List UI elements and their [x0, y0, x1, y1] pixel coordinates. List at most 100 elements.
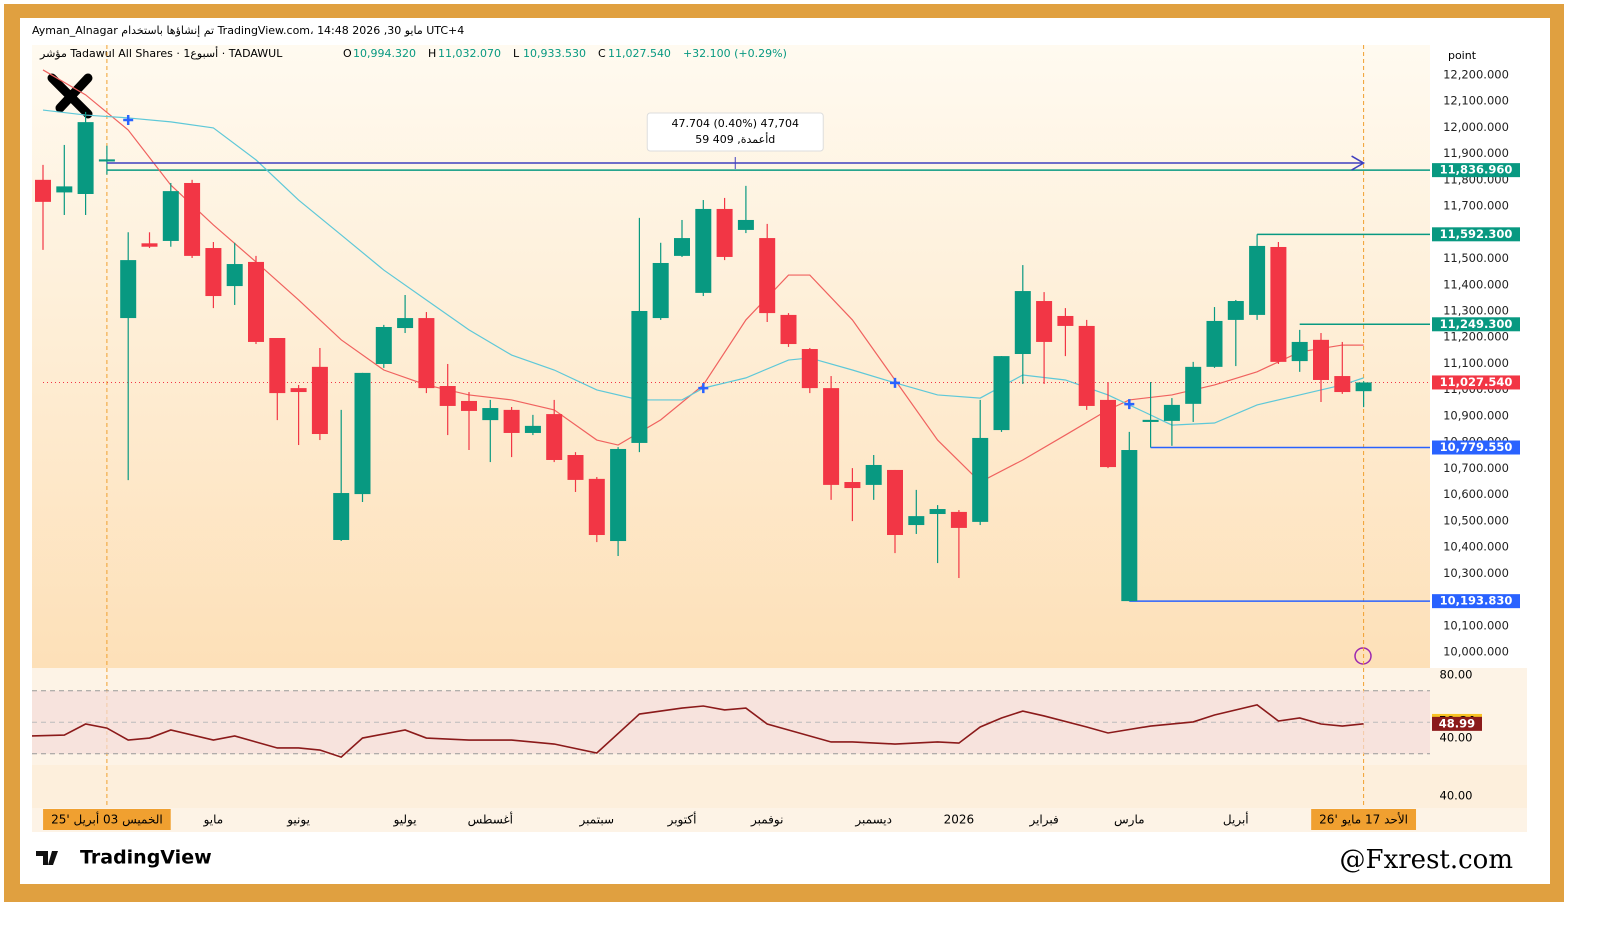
price-label-bg [1432, 163, 1520, 178]
y-tick-label: 12,100.000 [1443, 94, 1509, 108]
x-tick-label: أكتوبر [667, 812, 697, 828]
candle-body [461, 400, 477, 411]
cross-marker [1124, 399, 1135, 410]
cursor-label-text: الأحد 17 مايو '26 [1319, 812, 1408, 828]
rsi-tick-label: 40.00 [1440, 731, 1473, 745]
measure-text: 47.704 (0.40%) 47,704 [672, 117, 800, 130]
price-label: 10,193.830 [1440, 594, 1513, 608]
candle-body [1227, 301, 1244, 320]
y-tick-label: 11,700.000 [1443, 199, 1509, 213]
tv-logo [36, 851, 58, 865]
candle-body [1078, 325, 1095, 406]
candle-body [1313, 339, 1329, 380]
measure-arrow [1351, 155, 1366, 171]
y-tick-label: 10,500.000 [1443, 513, 1509, 527]
candle-body [546, 414, 563, 460]
alert-icon[interactable] [1354, 647, 1372, 665]
candle-body [1249, 245, 1266, 315]
candle-body [950, 511, 967, 528]
x-tick-label: مارس [1114, 813, 1145, 828]
candle-body [77, 122, 94, 194]
candle-body [98, 159, 115, 162]
cursor-label-bg [43, 809, 171, 830]
x-tick-label: أبريل [1223, 812, 1249, 828]
candle-body [759, 238, 776, 314]
ohlc-value: 10,994.320 [353, 47, 416, 60]
candle-body [631, 310, 648, 443]
x-tick-label: نوفمبر [750, 813, 783, 828]
price-label: 11,249.300 [1440, 317, 1513, 331]
watermark: @Fxrest.com [1340, 845, 1513, 875]
ohlc-key: O [343, 47, 352, 60]
candle-body [674, 238, 690, 256]
x-tick-label: يونيو [286, 813, 310, 828]
y-tick-label: 10,400.000 [1443, 540, 1509, 554]
candle-body [972, 437, 989, 522]
candle-body [226, 264, 243, 287]
x-tick-label: أغسطس [468, 812, 513, 828]
x-tick-label: 2026 [944, 813, 975, 827]
unit: point [1448, 49, 1477, 62]
candle-body [311, 366, 328, 435]
price-label-bg [1432, 317, 1520, 332]
x-tick-label: سبتمبر [579, 813, 614, 828]
candle-body [1057, 315, 1074, 326]
candle-body [801, 349, 818, 389]
candle-body [652, 262, 669, 319]
cross-marker [698, 383, 709, 394]
y-tick-label: 11,200.000 [1443, 330, 1509, 344]
candle-body [780, 314, 797, 345]
cursor-label-text: الخميس 03 أبريل '25 [51, 812, 163, 828]
candle-body [1185, 366, 1202, 404]
x-axis [32, 808, 1527, 832]
candle-body [993, 356, 1010, 431]
symbol: مؤشر Tadawul All Shares · 1أسبوع · TADAW… [39, 46, 283, 60]
rsi-label: 48.99 [1439, 716, 1475, 730]
cursor-label-bg [1311, 809, 1417, 830]
price-label: 11,027.540 [1440, 375, 1513, 389]
candle-body [737, 219, 754, 230]
candle-body [482, 408, 499, 421]
price-label-bg [1432, 440, 1520, 455]
price-label: 11,592.300 [1440, 227, 1513, 241]
candle-body [1036, 301, 1053, 342]
candle-body [567, 454, 584, 480]
candle-body [290, 388, 307, 393]
candle-body [1142, 419, 1159, 422]
candle-body [716, 208, 733, 257]
candle-body [1206, 320, 1223, 367]
header-line: Ayman_Alnagar تم إنشاؤها باستخدام Tradin… [32, 24, 464, 37]
candle-body [1121, 450, 1138, 602]
y-tick-label: 10,700.000 [1443, 461, 1509, 475]
candle-body [865, 464, 882, 485]
price-label: 10,779.550 [1440, 440, 1513, 454]
candle-body [141, 243, 158, 247]
price-label-bg [1432, 375, 1520, 390]
y-tick-label: 12,200.000 [1443, 67, 1509, 81]
y-tick-label: 11,300.000 [1443, 303, 1509, 317]
ohlc-key: H [428, 47, 436, 60]
candle-body [375, 326, 392, 364]
candle-body [397, 318, 414, 329]
x-tick-label: فبراير [1028, 813, 1058, 828]
ohlc-value: 11,027.540 [608, 47, 671, 60]
candle-body [418, 318, 435, 389]
rsi-line [31, 704, 1364, 759]
candle-body [844, 482, 861, 489]
measure-text: 59 أعمدة, 409d [695, 132, 775, 146]
rsi-tick-label: 80.00 [1440, 667, 1473, 681]
y-tick-label: 10,000.000 [1443, 644, 1509, 658]
candle-body [56, 186, 73, 193]
candle-body [269, 338, 286, 394]
ohlc-key: L [513, 47, 520, 60]
candle-body [1355, 382, 1372, 392]
ohlc-value: 10,933.530 [523, 47, 586, 60]
candle-body [439, 386, 456, 406]
price-label: 11,836.960 [1440, 163, 1513, 177]
candle-body [333, 493, 350, 540]
y-tick-label: 11,500.000 [1443, 251, 1509, 265]
candle-body [35, 179, 51, 202]
candle-body [1270, 246, 1287, 362]
candle-body [354, 372, 371, 495]
ohlc-key: C [598, 47, 606, 60]
